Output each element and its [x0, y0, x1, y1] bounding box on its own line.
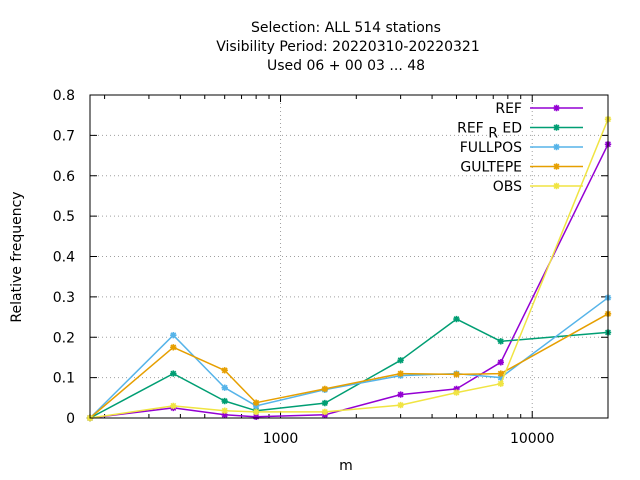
legend-label: REF — [495, 101, 522, 117]
data-point — [252, 408, 260, 416]
data-point — [397, 357, 404, 364]
legend-marker — [553, 124, 560, 131]
data-point — [321, 408, 329, 416]
legend-marker — [553, 163, 560, 170]
y-tick-label: 0 — [66, 411, 75, 427]
data-point — [221, 367, 228, 374]
data-point — [453, 371, 460, 378]
data-point — [221, 384, 228, 391]
series-line — [89, 313, 609, 419]
series-ref-red — [86, 315, 612, 422]
legend-marker — [553, 143, 560, 151]
x-tick-label: 1000 — [263, 431, 299, 447]
data-point — [497, 370, 504, 377]
plot-frame — [89, 94, 609, 419]
title-line-2: Visibility Period: 20220310-20220321 — [216, 39, 480, 55]
data-point — [453, 389, 460, 396]
data-point — [221, 407, 228, 414]
data-point — [221, 397, 228, 405]
y-axis-label: Relative frequency — [9, 191, 25, 322]
data-point — [252, 413, 260, 420]
y-tick-label: 0.7 — [53, 128, 75, 144]
legend-label: OBS — [493, 179, 522, 195]
grid-lines — [90, 95, 608, 418]
y-tick-label: 0.2 — [53, 330, 75, 346]
data-point — [453, 385, 460, 393]
data-point — [497, 374, 504, 381]
data-point — [397, 370, 404, 377]
series-fullpos — [86, 294, 612, 422]
data-point — [321, 399, 329, 407]
data-point — [221, 411, 228, 418]
data-series — [86, 116, 612, 422]
y-tick-label: 0.1 — [53, 371, 75, 387]
data-point — [170, 370, 177, 377]
legend-entry: GULTEPE — [460, 160, 583, 176]
legend-label: FULLPOS — [460, 140, 522, 156]
y-tick-label: 0.8 — [53, 88, 75, 104]
data-point — [252, 402, 260, 410]
y-tick-label: 0.4 — [53, 250, 75, 266]
data-point — [397, 401, 404, 409]
data-point — [170, 402, 177, 410]
data-point — [497, 359, 504, 366]
y-tick-label: 0.3 — [53, 290, 75, 306]
y-tick-label: 0.5 — [53, 209, 75, 225]
legend-label: REF R ED — [457, 121, 522, 142]
legend-marker — [553, 104, 560, 112]
series-line — [89, 318, 609, 419]
data-point — [252, 399, 260, 406]
series-line — [89, 118, 609, 419]
legend-entry: FULLPOS — [460, 140, 583, 156]
x-axis-label: m — [339, 458, 353, 474]
title-line-1: Selection: ALL 514 stations — [251, 20, 441, 36]
y-tick-label: 0.6 — [53, 169, 75, 185]
legend-entry: REF R ED — [457, 121, 583, 142]
axis-ticks: 0 0.1 0.2 0.3 0.4 0.5 0.6 0.7 0.8 1000 10000 — [53, 88, 608, 447]
data-point — [497, 338, 504, 345]
data-point — [170, 332, 177, 339]
legend-entry: OBS — [493, 179, 583, 195]
legend-entry: REF — [495, 101, 583, 117]
data-point — [321, 385, 329, 393]
data-point — [397, 391, 404, 398]
title-line-3: Used 06 + 00 03 ... 48 — [267, 58, 425, 74]
data-point — [170, 344, 177, 351]
legend-marker — [553, 182, 560, 190]
chart-title: Selection: ALL 514 stations Visibility P… — [216, 20, 480, 74]
series-obs — [86, 116, 612, 422]
data-point — [497, 380, 504, 387]
legend-label: GULTEPE — [460, 160, 522, 176]
x-tick-label: 10000 — [510, 431, 555, 447]
data-point — [453, 315, 460, 323]
